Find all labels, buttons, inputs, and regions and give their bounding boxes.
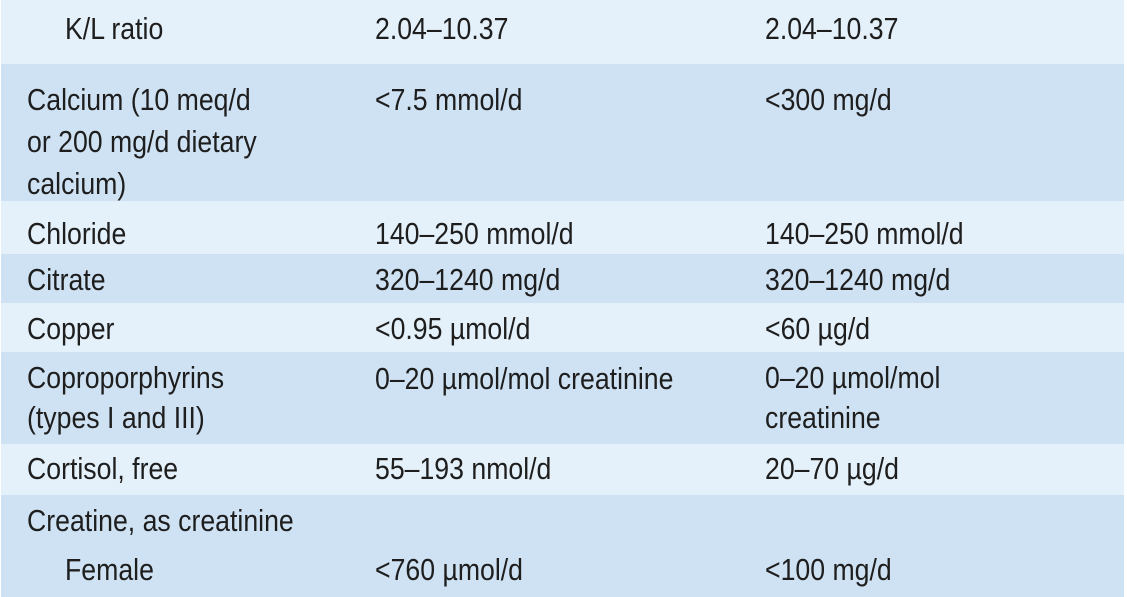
table-row: Cortisol, free 55–193 nmol/d 20–70 µg/d [1, 444, 1124, 495]
conventional-value-cell: 2.04–10.37 [765, 11, 899, 46]
si-value-cell: 55–193 nmol/d [375, 451, 552, 486]
si-value-cell: <760 µmol/d [375, 552, 524, 587]
analyte-line: Coproporphyrins [27, 360, 225, 395]
analyte-cell: Calcium (10 meq/d or 200 mg/d dietary ca… [27, 79, 257, 205]
conventional-value-cell: <100 mg/d [765, 552, 892, 587]
si-value-cell: <0.95 µmol/d [375, 311, 531, 346]
analyte-cell: Copper [27, 311, 115, 346]
analyte-cell: K/L ratio [65, 11, 164, 46]
analyte-cell: Chloride [27, 216, 127, 251]
si-value-cell: 2.04–10.37 [375, 11, 509, 46]
conventional-value-cell: 320–1240 mg/d [765, 262, 951, 297]
analyte-cell: Female [65, 552, 154, 587]
si-value-cell: 0–20 µmol/mol creatinine [375, 361, 674, 396]
conventional-value-cell: <300 mg/d [765, 82, 892, 117]
conventional-value-cell: 0–20 µmol/mol creatinine [765, 358, 940, 438]
table-row: Coproporphyrins (types I and III) 0–20 µ… [1, 352, 1124, 444]
table-row: Chloride 140–250 mmol/d 140–250 mmol/d [1, 201, 1124, 254]
analyte-cell: Creatine, as creatinine [27, 503, 294, 538]
conventional-value-cell: <60 µg/d [765, 311, 871, 346]
table-row: Citrate 320–1240 mg/d 320–1240 mg/d [1, 254, 1124, 303]
si-value-cell: 140–250 mmol/d [375, 216, 574, 251]
si-value-cell: 320–1240 mg/d [375, 262, 561, 297]
table-row-group: Creatine, as creatinine Female <760 µmol… [1, 495, 1124, 597]
analyte-cell: Cortisol, free [27, 451, 179, 486]
table-row: K/L ratio 2.04–10.37 2.04–10.37 [1, 0, 1124, 64]
table-row: Calcium (10 meq/d or 200 mg/d dietary ca… [1, 64, 1124, 201]
analyte-line: calcium) [27, 166, 127, 201]
analyte-cell: Citrate [27, 262, 106, 297]
analyte-line: (types I and III) [27, 400, 205, 435]
conventional-value-cell: 20–70 µg/d [765, 451, 899, 486]
analyte-cell: Coproporphyrins (types I and III) [27, 358, 224, 438]
conventional-line: 0–20 µmol/mol [765, 360, 941, 395]
analyte-line: or 200 mg/d dietary [27, 124, 257, 159]
conventional-value-cell: 140–250 mmol/d [765, 216, 964, 251]
analyte-line: Calcium (10 meq/d [27, 82, 251, 117]
table-row: Copper <0.95 µmol/d <60 µg/d [1, 303, 1124, 352]
si-value-cell: <7.5 mmol/d [375, 82, 523, 117]
conventional-line: creatinine [765, 400, 881, 435]
